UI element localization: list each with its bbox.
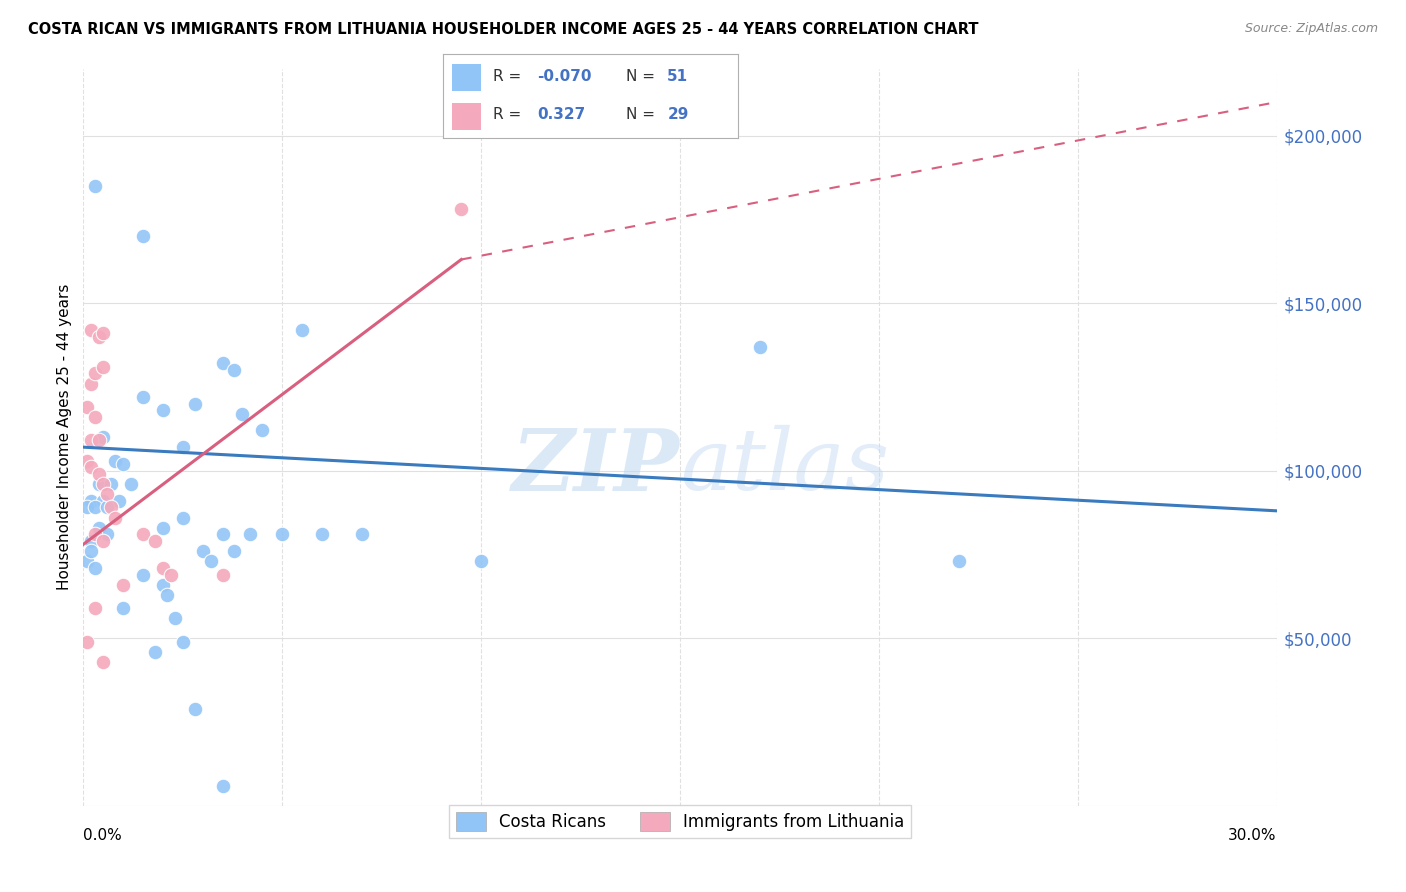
Point xyxy=(172,510,194,524)
Point xyxy=(89,434,111,448)
Point xyxy=(100,500,122,515)
Point xyxy=(112,457,135,471)
Text: N =: N = xyxy=(626,107,655,122)
Text: R =: R = xyxy=(494,70,522,85)
Text: N =: N = xyxy=(626,70,655,85)
Point xyxy=(96,527,118,541)
Point xyxy=(76,453,98,467)
Point xyxy=(80,533,103,548)
Point xyxy=(91,359,114,374)
Point xyxy=(104,453,127,467)
Point xyxy=(120,477,142,491)
Text: Source: ZipAtlas.com: Source: ZipAtlas.com xyxy=(1244,22,1378,36)
Point xyxy=(84,367,107,381)
Point xyxy=(271,527,294,541)
Point xyxy=(104,510,127,524)
Point xyxy=(84,178,107,193)
Point xyxy=(350,527,373,541)
Text: R =: R = xyxy=(494,107,522,122)
Point xyxy=(80,493,103,508)
Point xyxy=(211,527,233,541)
Text: atlas: atlas xyxy=(681,425,889,508)
Point xyxy=(108,493,131,508)
Point xyxy=(183,396,205,410)
Point xyxy=(156,588,179,602)
Point xyxy=(96,500,118,515)
Point xyxy=(91,326,114,341)
Point xyxy=(76,400,98,414)
Point xyxy=(152,561,174,575)
Point xyxy=(91,493,114,508)
Text: 30.0%: 30.0% xyxy=(1229,828,1277,843)
Point xyxy=(132,567,155,582)
Point xyxy=(112,601,135,615)
Point xyxy=(191,544,214,558)
Point xyxy=(200,554,222,568)
Point xyxy=(80,323,103,337)
Text: COSTA RICAN VS IMMIGRANTS FROM LITHUANIA HOUSEHOLDER INCOME AGES 25 - 44 YEARS C: COSTA RICAN VS IMMIGRANTS FROM LITHUANIA… xyxy=(28,22,979,37)
Point xyxy=(291,323,314,337)
Point xyxy=(132,527,155,541)
Point xyxy=(91,430,114,444)
Point xyxy=(172,440,194,454)
Point xyxy=(143,644,166,658)
Point xyxy=(80,544,103,558)
Point xyxy=(163,611,186,625)
Point xyxy=(183,701,205,715)
Point xyxy=(224,544,246,558)
Point xyxy=(112,577,135,591)
Text: 0.327: 0.327 xyxy=(537,107,586,122)
Point xyxy=(748,340,770,354)
Point xyxy=(96,487,118,501)
Point xyxy=(311,527,333,541)
Point xyxy=(91,533,114,548)
Text: ZIP: ZIP xyxy=(512,425,681,508)
Point xyxy=(84,500,107,515)
Text: -0.070: -0.070 xyxy=(537,70,592,85)
Point xyxy=(76,500,98,515)
Bar xyxy=(451,103,481,130)
Point xyxy=(132,229,155,244)
Point xyxy=(143,533,166,548)
Point xyxy=(152,403,174,417)
Point xyxy=(80,376,103,391)
Point xyxy=(172,634,194,648)
Point xyxy=(211,356,233,370)
Point xyxy=(231,407,253,421)
Point xyxy=(159,567,181,582)
Point xyxy=(91,655,114,669)
Text: 51: 51 xyxy=(668,70,689,85)
Point xyxy=(450,202,472,217)
Point xyxy=(224,363,246,377)
Text: 0.0%: 0.0% xyxy=(83,828,122,843)
Point xyxy=(80,460,103,475)
Text: 29: 29 xyxy=(668,107,689,122)
Point xyxy=(89,477,111,491)
Point xyxy=(89,520,111,534)
Point xyxy=(84,527,107,541)
Point xyxy=(239,527,262,541)
Bar xyxy=(451,63,481,91)
Point xyxy=(91,477,114,491)
Point xyxy=(100,477,122,491)
Point xyxy=(948,554,970,568)
Point xyxy=(152,520,174,534)
Point xyxy=(152,577,174,591)
Point xyxy=(76,554,98,568)
Legend: Costa Ricans, Immigrants from Lithuania: Costa Ricans, Immigrants from Lithuania xyxy=(450,805,911,838)
Point xyxy=(84,410,107,425)
Point xyxy=(84,561,107,575)
Point xyxy=(89,467,111,481)
Point xyxy=(132,390,155,404)
Y-axis label: Householder Income Ages 25 - 44 years: Householder Income Ages 25 - 44 years xyxy=(58,284,72,591)
Point xyxy=(84,601,107,615)
Point xyxy=(80,434,103,448)
Point xyxy=(252,424,274,438)
Point xyxy=(211,567,233,582)
Point xyxy=(211,779,233,793)
Point xyxy=(89,329,111,343)
Point xyxy=(76,634,98,648)
Point xyxy=(470,554,492,568)
